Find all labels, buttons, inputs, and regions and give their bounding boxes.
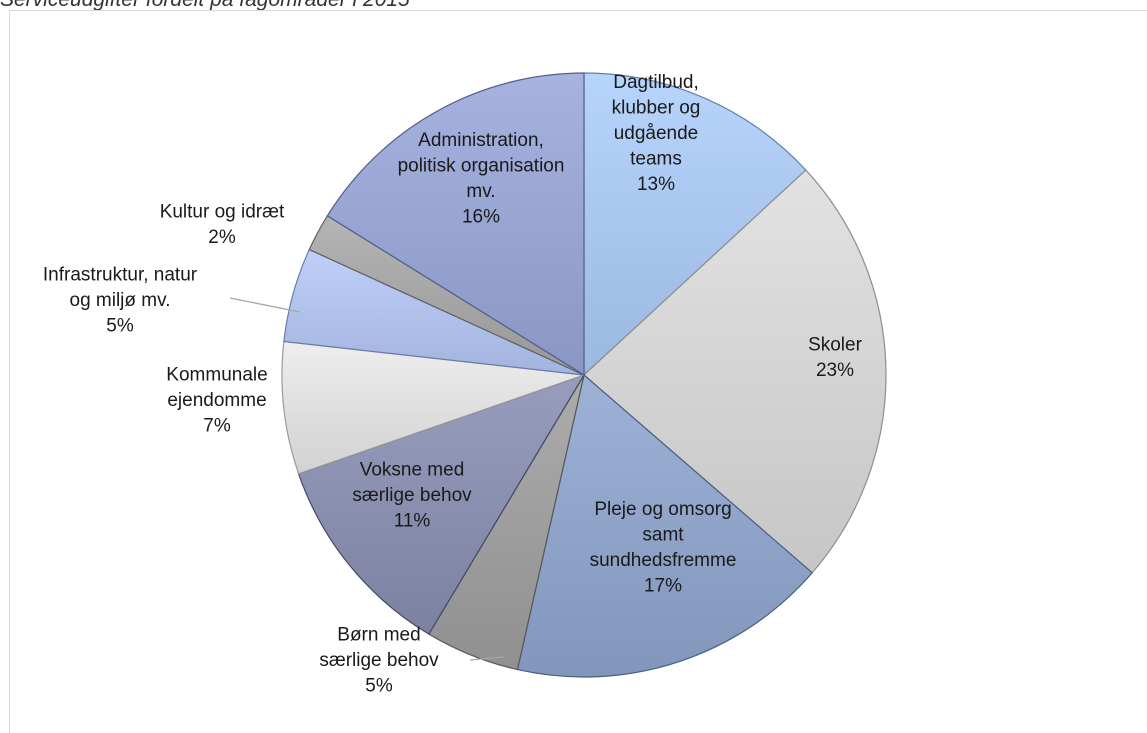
pie-slice xyxy=(326,72,585,377)
slice-value-label: 17% xyxy=(644,575,682,596)
leader-line xyxy=(469,656,505,661)
pie-slice xyxy=(281,340,585,475)
slice-value-label: 5% xyxy=(365,676,393,697)
slice-value-label: 23% xyxy=(816,360,854,381)
slice-value-label: 11% xyxy=(394,511,431,532)
slice-label: Kultur og idræt 2% xyxy=(160,201,285,248)
slice-name-label: samt xyxy=(642,524,684,545)
slice-value-label: 16% xyxy=(462,206,500,227)
slice-label: Skoler 23% xyxy=(808,334,863,381)
slice-label: Dagtilbud, klubber og udgående teams 13% xyxy=(612,72,701,195)
slice-name-label: politisk organisation xyxy=(398,155,565,176)
slice-name-label: Infrastruktur, natur xyxy=(43,265,198,286)
slice-name-label: Voksne med xyxy=(360,460,465,481)
slice-label: Administration, politisk organisation mv. 1… xyxy=(398,130,565,228)
slice-name-label: Kommunale xyxy=(166,365,267,386)
slice-label: Børn med særlige behov 5% xyxy=(319,625,439,697)
slice-label: Pleje og omsorg samt sundhedsfremme 17% xyxy=(590,499,737,597)
slice-name-label: Dagtilbud, xyxy=(613,72,699,93)
chart-area xyxy=(9,10,1147,733)
pie-slice xyxy=(583,72,807,377)
slice-label: Infrastruktur, natur og miljø mv. 5% xyxy=(43,265,198,337)
pie-slice xyxy=(516,373,814,678)
slice-value-label: 13% xyxy=(637,174,675,195)
slice-name-label: særlige behov xyxy=(352,485,472,506)
slice-name-label: Kultur og idræt xyxy=(160,201,285,222)
slice-name-label: sundhedsfremme xyxy=(590,550,737,571)
slice-name-label: Pleje og omsorg xyxy=(594,499,731,520)
slice-name-label: ejendomme xyxy=(167,390,266,411)
slice-name-label: særlige behov xyxy=(319,650,439,671)
slice-name-label: teams xyxy=(630,149,682,170)
slice-name-label: udgående xyxy=(614,123,699,144)
slice-name-label: Skoler xyxy=(808,334,863,355)
slice-name-label: Børn med xyxy=(337,625,420,646)
slice-value-label: 5% xyxy=(106,316,134,337)
slice-label: Kommunale ejendomme 7% xyxy=(166,365,267,437)
slice-name-label: klubber og xyxy=(612,98,701,119)
slice-value-label: 7% xyxy=(203,416,231,437)
leader-line xyxy=(229,297,301,313)
slice-name-label: Administration, xyxy=(418,130,544,151)
slice-label: Voksne med særlige behov 11% xyxy=(352,460,472,532)
pie-slice xyxy=(297,373,586,635)
slice-name-label: og miljø mv. xyxy=(70,290,171,311)
slice-name-label: mv. xyxy=(466,181,495,202)
chart-title: Serviceudgifter fordelt på fagområder i … xyxy=(0,0,410,12)
slice-value-label: 2% xyxy=(208,227,236,248)
pie-slice xyxy=(583,169,887,574)
